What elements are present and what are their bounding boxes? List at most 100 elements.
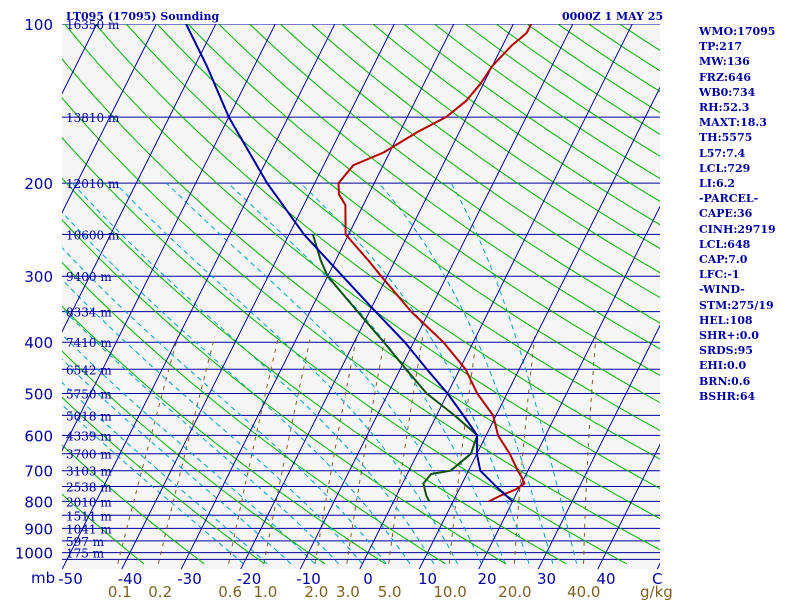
height-label: 3103 m [66, 465, 112, 479]
height-label: 16350 m [66, 18, 120, 32]
wind-barb-flag [692, 388, 693, 399]
temperature-tick-label: 0 [363, 570, 373, 588]
stat-line: WB0:734 [699, 85, 756, 99]
dry-adiabat-line [248, 24, 660, 324]
temperature-profile-line [337, 24, 533, 503]
stat-line: SRDS:95 [699, 344, 753, 358]
mixing-ratio-label: 2.0 [304, 583, 328, 600]
isotherm-line [62, 24, 157, 214]
dry-adiabat-line [341, 24, 660, 250]
mixing-ratio-line [314, 336, 358, 564]
mixing-ratio-label: 40.0 [567, 583, 600, 600]
moist-adiabat-line [62, 358, 292, 565]
dry-adiabat-line [62, 493, 145, 565]
dry-adiabat-line [187, 24, 660, 377]
mixing-ratio-label: 1.0 [254, 583, 278, 600]
height-label: 597 m [66, 535, 105, 549]
mixing-ratio-line [513, 336, 536, 564]
wind-barb-flag [689, 160, 690, 170]
height-label: 5750 m [66, 387, 112, 401]
wind-barb [660, 13, 690, 24]
moist-adiabat-line [114, 182, 459, 565]
isotherm-line [0, 19, 40, 574]
wind-barb [659, 160, 690, 175]
wind-barb [659, 203, 679, 213]
dry-adiabat-line [63, 24, 660, 490]
stat-line: RH:52.3 [699, 101, 750, 115]
mixing-ratio-label: 0.6 [218, 583, 242, 600]
wind-barb [659, 106, 690, 118]
mixing-ratio-label: 20.0 [498, 583, 531, 600]
wind-barb-pennant [684, 106, 690, 117]
wind-barb [659, 470, 691, 482]
wind-barb-flag [684, 338, 685, 349]
wind-barb-flag [688, 389, 689, 400]
wind-barb-shaft [659, 470, 660, 472]
height-label: 3700 m [66, 448, 112, 462]
wind-barb-shaft [659, 116, 660, 118]
stat-line: CAP:7.0 [699, 253, 748, 267]
temperature-tick-label: 10 [418, 570, 437, 588]
height-label: 175 m [66, 547, 105, 561]
height-label: 2538 m [66, 481, 112, 495]
wind-barb-flag [678, 165, 679, 175]
stat-line: CAPE:36 [699, 207, 753, 221]
temperature-tick-label: -30 [177, 570, 202, 588]
stat-line: BRN:0.6 [699, 374, 751, 388]
dry-adiabat-line [62, 219, 507, 565]
pressure-tick-label: 900 [24, 520, 53, 538]
temperature-tick-label: 40 [596, 570, 615, 588]
moist-adiabat-line [62, 246, 387, 565]
wind-barb-half-flag [690, 476, 691, 482]
stat-line: FRZ:646 [699, 70, 752, 84]
mixing-ratio-line [346, 336, 386, 564]
pressure-tick-label: 300 [24, 268, 53, 286]
dry-adiabat-line [62, 136, 627, 565]
wind-barb-flag [692, 337, 693, 348]
dry-adiabat-line [156, 24, 660, 404]
stat-line: LFC:-1 [699, 268, 740, 282]
dry-adiabat-line [62, 305, 386, 565]
pressure-tick-label: 100 [24, 16, 53, 34]
chart-title: LT095 (17095) Sounding [66, 10, 219, 23]
wind-barb-flag [681, 163, 682, 173]
wind-barb-half-flag [676, 230, 678, 236]
parcel-profile-line [185, 24, 514, 503]
stat-line: HEL:108 [699, 313, 753, 327]
mixing-ratio-label: 0.1 [108, 583, 132, 600]
height-label: 4339 m [66, 429, 112, 443]
stat-line: -PARCEL- [699, 192, 759, 206]
wind-barb [659, 337, 693, 349]
stat-line: L57:7.4 [699, 146, 746, 160]
mixing-ratio-label: 0.2 [148, 583, 172, 600]
wind-barb-flag [684, 389, 685, 400]
pressure-tick-label: 700 [24, 463, 53, 481]
mixing-ratio-line [263, 336, 312, 564]
dry-adiabat-line [62, 261, 446, 565]
isotherm-line [418, 86, 660, 569]
mixing-ratio-label: 5.0 [378, 583, 402, 600]
temperature-tick-label: 30 [537, 570, 556, 588]
temperature-tick-label: -20 [237, 570, 262, 588]
moist-adiabat-line [378, 182, 554, 564]
dry-adiabat-line [217, 24, 660, 350]
mixing-ratio-line [228, 336, 280, 564]
height-label: 13810 m [66, 111, 120, 125]
stat-line: STM:275/19 [699, 298, 774, 312]
mixing-ratio-label: 3.0 [336, 583, 360, 600]
stat-line: -WIND- [699, 283, 745, 297]
wind-barb-shaft [660, 13, 690, 24]
dry-adiabat-line [310, 24, 660, 274]
isotherm-line [597, 443, 660, 569]
wind-barb-shaft [659, 170, 660, 172]
wind-barb-shaft [659, 500, 660, 502]
dry-adiabat-line [125, 24, 660, 432]
wind-barb-flag [678, 203, 679, 213]
moist-adiabat-line [62, 307, 339, 565]
moist-adiabat-line [62, 333, 316, 565]
stat-line: SHR+:0.0 [699, 329, 759, 343]
height-label: 9400 m [66, 270, 112, 284]
stat-line: CINH:29719 [699, 222, 776, 236]
chart-time: 0000Z 1 MAY 25 [562, 10, 663, 23]
isotherm-line [121, 24, 395, 569]
